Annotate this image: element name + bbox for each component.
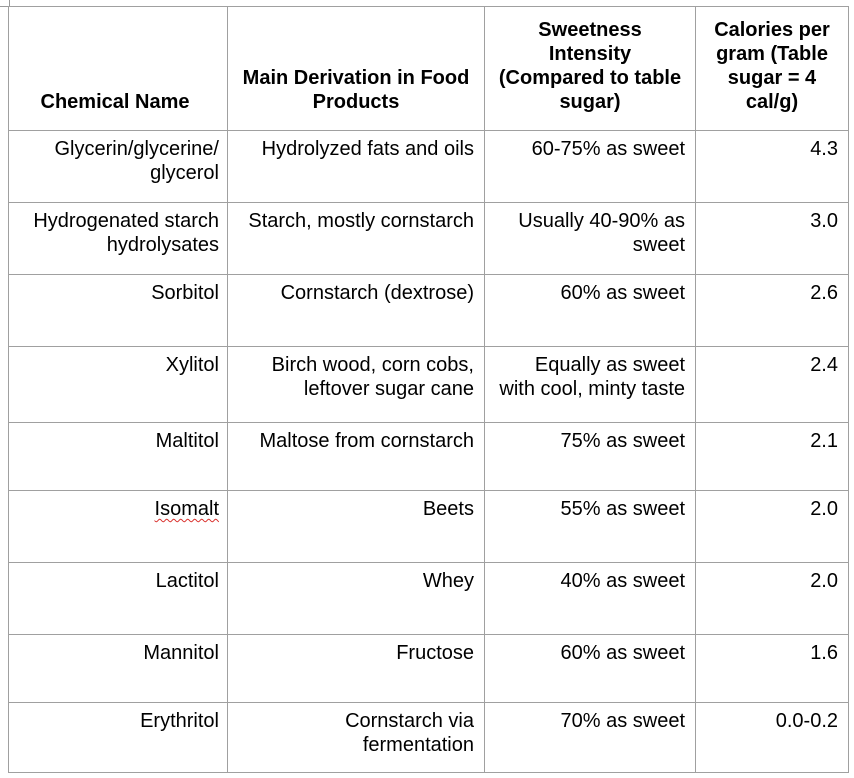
- cell-sweetness: 75% as sweet: [484, 422, 696, 491]
- table-row: Xylitol Birch wood, corn cobs, leftover …: [8, 346, 849, 423]
- table-row: Isomalt Beets 55% as sweet 2.0: [8, 490, 849, 563]
- table-row: Sorbitol Cornstarch (dextrose) 60% as sw…: [8, 274, 849, 347]
- table-row: Hydrogenated starch hydrolysates Starch,…: [8, 202, 849, 275]
- cell-sweetness: 70% as sweet: [484, 702, 696, 773]
- cell-derivation: Starch, mostly cornstarch: [227, 202, 485, 275]
- cell-calories: 2.0: [695, 490, 849, 563]
- table-row: Maltitol Maltose from cornstarch 75% as …: [8, 422, 849, 491]
- cell-chemical-name: Lactitol: [8, 562, 228, 635]
- cell-calories: 0.0-0.2: [695, 702, 849, 773]
- cell-calories: 2.0: [695, 562, 849, 635]
- cell-derivation: Maltose from cornstarch: [227, 422, 485, 491]
- cell-chemical-name: Maltitol: [8, 422, 228, 491]
- cell-chemical-name: Isomalt: [8, 490, 228, 563]
- table-row: Erythritol Cornstarch via fermentation 7…: [8, 702, 849, 773]
- header-calories-per-gram: Calories per gram (Table sugar = 4 cal/g…: [695, 6, 849, 131]
- cell-chemical-name: Xylitol: [8, 346, 228, 423]
- table-row: Mannitol Fructose 60% as sweet 1.6: [8, 634, 849, 703]
- cell-chemical-name: Mannitol: [8, 634, 228, 703]
- cell-sweetness: 40% as sweet: [484, 562, 696, 635]
- spellcheck-flagged-word[interactable]: Isomalt: [154, 498, 219, 520]
- header-row: Chemical Name Main Derivation in Food Pr…: [8, 6, 849, 131]
- cell-chemical-name: Sorbitol: [8, 274, 228, 347]
- cell-calories: 3.0: [695, 202, 849, 275]
- cell-sweetness: Equally as sweet with cool, minty taste: [484, 346, 696, 423]
- cell-calories: 4.3: [695, 130, 849, 203]
- cell-chemical-name: Erythritol: [8, 702, 228, 773]
- cell-chemical-name: Hydrogenated starch hydrolysates: [8, 202, 228, 275]
- table-row: Glycerin/glycerine/ glycerol Hydrolyzed …: [8, 130, 849, 203]
- sugar-alcohols-table: Chemical Name Main Derivation in Food Pr…: [8, 6, 849, 773]
- cell-derivation: Cornstarch (dextrose): [227, 274, 485, 347]
- cell-sweetness: 60-75% as sweet: [484, 130, 696, 203]
- header-sweetness-intensity: Sweetness Intensity (Compared to table s…: [484, 6, 696, 131]
- cell-calories: 2.1: [695, 422, 849, 491]
- table-row: Lactitol Whey 40% as sweet 2.0: [8, 562, 849, 635]
- cell-derivation: Cornstarch via fermentation: [227, 702, 485, 773]
- cell-derivation: Whey: [227, 562, 485, 635]
- cell-calories: 2.4: [695, 346, 849, 423]
- cell-sweetness: 60% as sweet: [484, 634, 696, 703]
- cell-calories: 2.6: [695, 274, 849, 347]
- cell-sweetness: 60% as sweet: [484, 274, 696, 347]
- cell-derivation: Hydrolyzed fats and oils: [227, 130, 485, 203]
- cell-sweetness: Usually 40-90% as sweet: [484, 202, 696, 275]
- cell-sweetness: 55% as sweet: [484, 490, 696, 563]
- cell-derivation: Birch wood, corn cobs, leftover sugar ca…: [227, 346, 485, 423]
- header-chemical-name: Chemical Name: [8, 6, 228, 131]
- cell-derivation: Beets: [227, 490, 485, 563]
- cell-derivation: Fructose: [227, 634, 485, 703]
- page-corner-mark: [0, 0, 10, 7]
- header-main-derivation: Main Derivation in Food Products: [227, 6, 485, 131]
- cell-chemical-name: Glycerin/glycerine/ glycerol: [8, 130, 228, 203]
- cell-calories: 1.6: [695, 634, 849, 703]
